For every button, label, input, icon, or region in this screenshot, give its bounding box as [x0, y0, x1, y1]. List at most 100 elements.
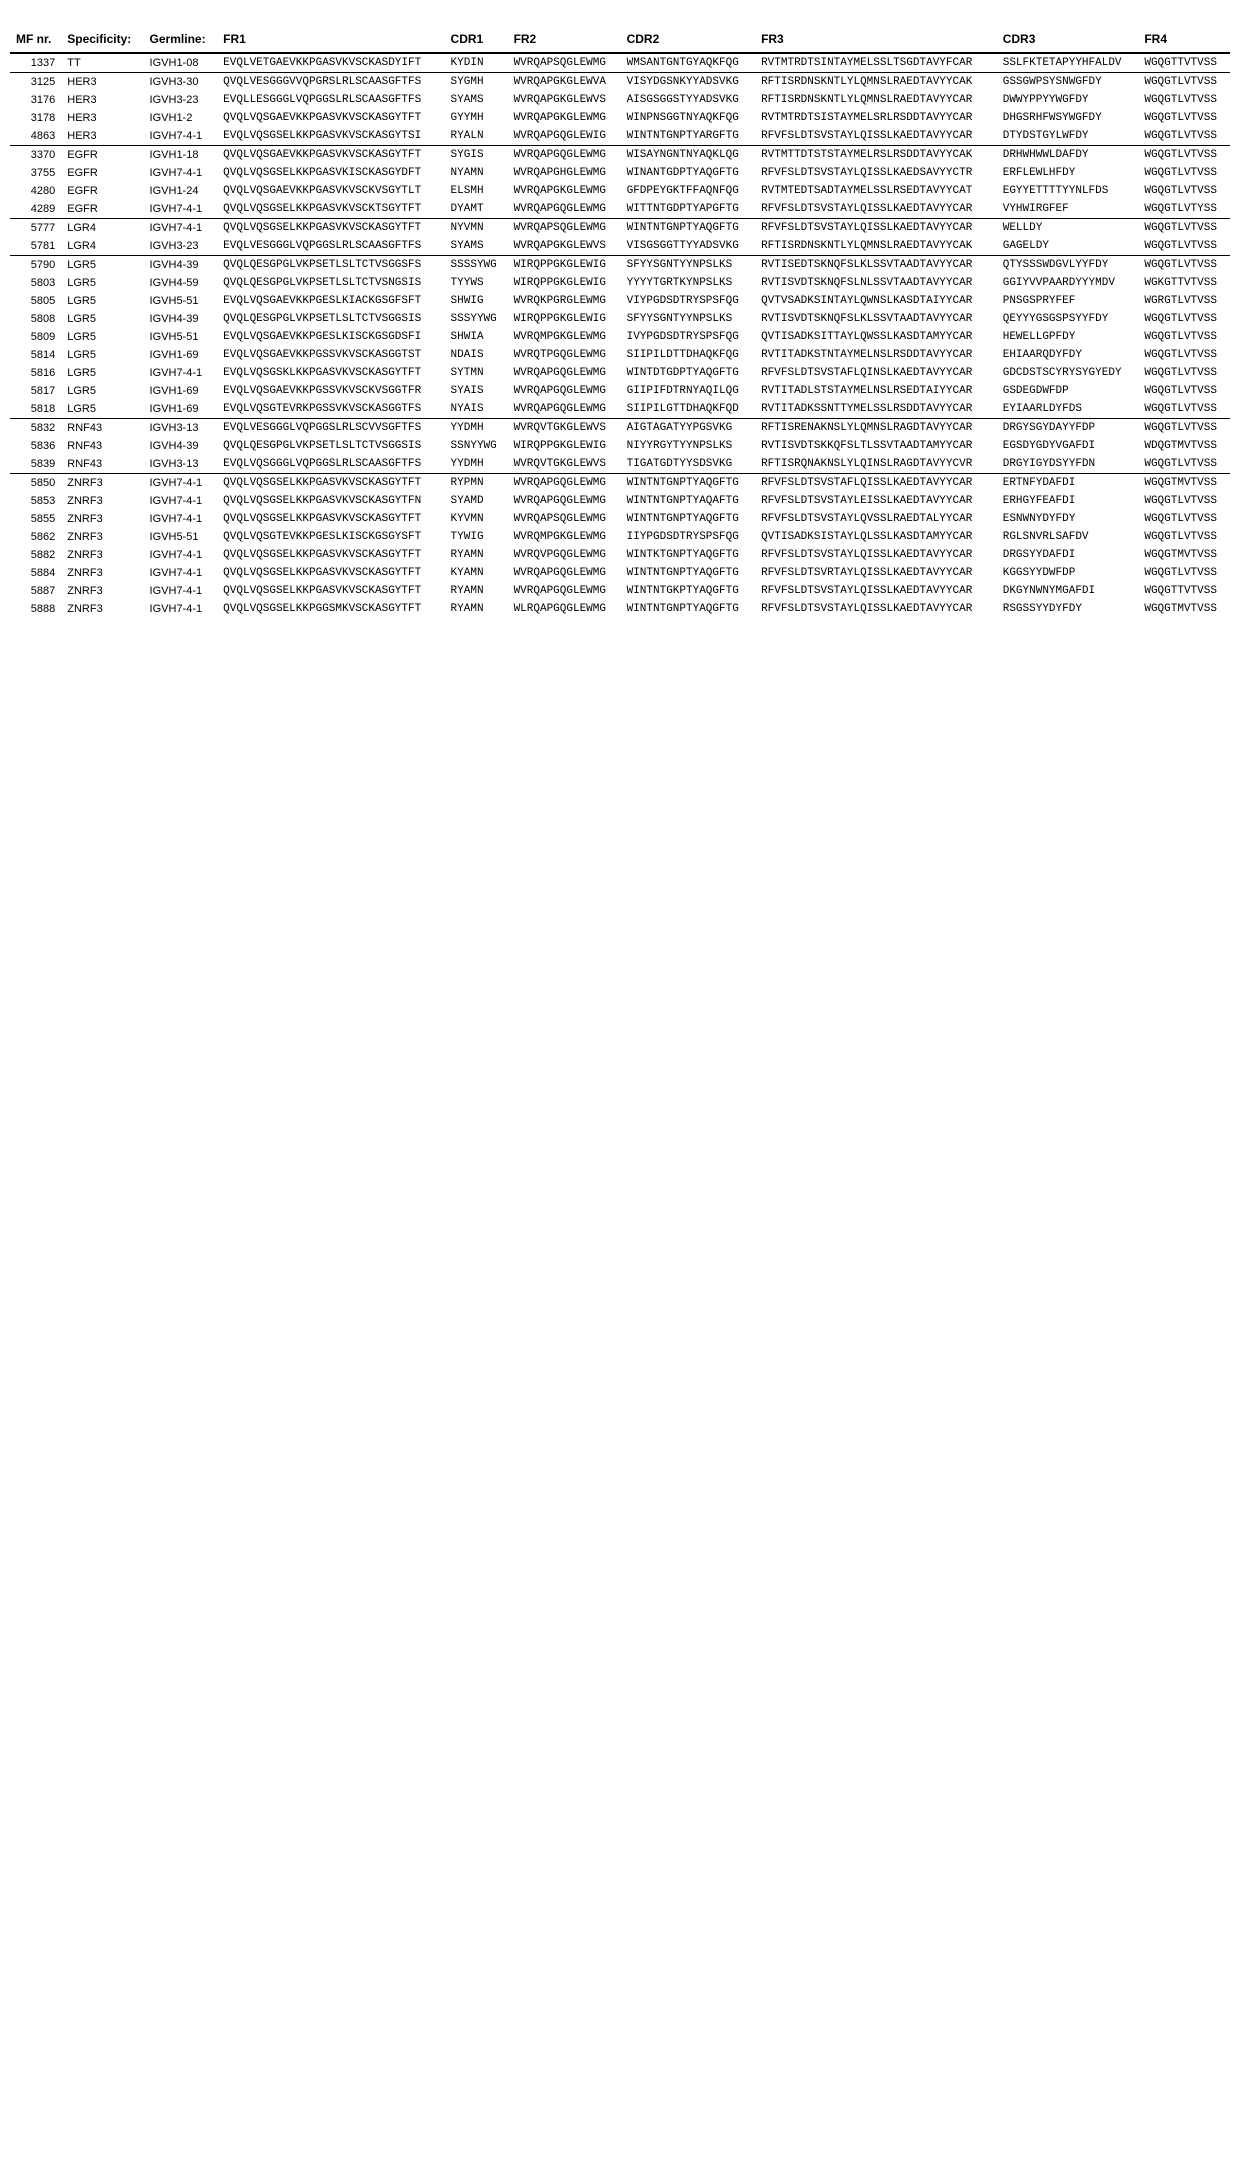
cell-cdr1: SYTMN: [445, 364, 508, 382]
table-row: 5887ZNRF3IGVH7-4-1QVQLVQSGSELKKPGASVKVSC…: [10, 582, 1230, 600]
cell-fr4: WGQGTLVTVSS: [1138, 564, 1230, 582]
cell-fr3: RVTITADKSSNTTYMELSSLRSDDTAVYYCAR: [755, 400, 997, 419]
cell-cdr1: KYDIN: [445, 53, 508, 73]
table-row: 5805LGR5IGVH5-51EVQLVQSGAEVKKPGESLKIACKG…: [10, 292, 1230, 310]
cell-spec: RNF43: [61, 437, 143, 455]
cell-fr3: RVTITADKSTNTAYMELNSLRSDDTAVYYCAR: [755, 346, 997, 364]
cell-germ: IGVH7-4-1: [144, 510, 218, 528]
cell-fr1: EVQLVQSGAEVKKPGESLKIACKGSGFSFT: [217, 292, 444, 310]
table-row: 5839RNF43IGVH3-13EVQLVQSGGGLVQPGGSLRLSCA…: [10, 455, 1230, 474]
cell-spec: LGR5: [61, 400, 143, 419]
cell-fr1: QVQLVQSGSELKKPGGSMKVSCKASGYTFT: [217, 600, 444, 618]
cell-fr2: WVRQAPGKGLEWMG: [508, 182, 621, 200]
cell-cdr3: EHIAARQDYFDY: [997, 346, 1139, 364]
cell-fr1: EVQLVQSGSKLKKPGASVKVSCKASGYTFT: [217, 364, 444, 382]
cell-fr3: RFVFSLDTSVSTAFLQINSLKAEDTAVYYCAR: [755, 364, 997, 382]
cell-germ: IGVH1-2: [144, 109, 218, 127]
cell-fr2: WVRQAPGKGLEWMG: [508, 109, 621, 127]
cell-cdr1: YYDMH: [445, 419, 508, 438]
cell-fr2: WVRQAPGQGLEWMG: [508, 364, 621, 382]
cell-cdr3: RSGSSYYDYFDY: [997, 600, 1139, 618]
cell-fr4: WGQGTLVTVSS: [1138, 528, 1230, 546]
cell-cdr2: WINTNTGNPTYAQGFTG: [621, 564, 755, 582]
table-body: 1337TTIGVH1-08EVQLVETGAEVKKPGASVKVSCKASD…: [10, 53, 1230, 618]
cell-cdr1: NYAMN: [445, 164, 508, 182]
cell-cdr2: SIIPILDTTDHAQKFQG: [621, 346, 755, 364]
cell-spec: ZNRF3: [61, 564, 143, 582]
cell-fr1: QVQLVESGGGVVQPGRSLRLSCAASGFTFS: [217, 73, 444, 92]
cell-fr1: QVQLVQSGSELKKPGASVKVSCKASGYTFT: [217, 582, 444, 600]
cell-germ: IGVH5-51: [144, 328, 218, 346]
cell-fr1: EVQLLESGGGLVQPGGSLRLSCAASGFTFS: [217, 91, 444, 109]
cell-mf: 5882: [10, 546, 61, 564]
cell-cdr2: SIIPILGTTDHAQKFQD: [621, 400, 755, 419]
cell-fr3: RFVFSLDTSVSTAYLQISSLKAEDTAVYYCAR: [755, 546, 997, 564]
cell-spec: ZNRF3: [61, 600, 143, 618]
cell-spec: HER3: [61, 73, 143, 92]
cell-fr1: QVQLVQSGSELKKPGASVKVSCKASGYTFT: [217, 510, 444, 528]
cell-germ: IGVH7-4-1: [144, 546, 218, 564]
cell-cdr2: IIYPGDSDTRYSPSFQG: [621, 528, 755, 546]
cell-fr2: WVRQVPGQGLEWMG: [508, 546, 621, 564]
cell-cdr2: YYYYTGRTKYNPSLKS: [621, 274, 755, 292]
cell-cdr1: SSSYYWG: [445, 310, 508, 328]
cell-cdr1: RYAMN: [445, 582, 508, 600]
cell-fr2: WVRQAPGQGLEWMG: [508, 564, 621, 582]
cell-spec: LGR5: [61, 364, 143, 382]
cell-cdr1: RYPMN: [445, 474, 508, 493]
cell-germ: IGVH7-4-1: [144, 219, 218, 238]
cell-mf: 4863: [10, 127, 61, 146]
cell-fr2: WVRQAPGQGLEWMG: [508, 474, 621, 493]
table-row: 5862ZNRF3IGVH5-51QVQLVQSGTEVKKPGESLKISCK…: [10, 528, 1230, 546]
cell-cdr2: WINTNTGNPTYAQGFTG: [621, 474, 755, 493]
cell-fr1: QVQLQESGPGLVKPSETLSLTCTVSGGSIS: [217, 437, 444, 455]
cell-cdr2: GIIPIFDTRNYAQILQG: [621, 382, 755, 400]
cell-cdr3: EYIAARLDYFDS: [997, 400, 1139, 419]
table-row: 5816LGR5IGVH7-4-1EVQLVQSGSKLKKPGASVKVSCK…: [10, 364, 1230, 382]
table-row: 3370EGFRIGVH1-18QVQLVQSGAEVKKPGASVKVSCKA…: [10, 146, 1230, 165]
cell-fr1: QVQLVQSGTEVKKPGESLKISCKGSGYSFT: [217, 528, 444, 546]
cell-fr2: WIRQPPGKGLEWIG: [508, 274, 621, 292]
cell-fr4: WGQGTLVTVSS: [1138, 455, 1230, 474]
cell-fr3: RFTISRQNAKNSLYLQINSLRAGDTAVYYCVR: [755, 455, 997, 474]
cell-spec: EGFR: [61, 164, 143, 182]
cell-fr4: WGQGTMVTVSS: [1138, 474, 1230, 493]
cell-cdr1: NDAIS: [445, 346, 508, 364]
table-row: 5777LGR4IGVH7-4-1QVQLVQSGSELKKPGASVKVSCK…: [10, 219, 1230, 238]
cell-mf: 5884: [10, 564, 61, 582]
cell-mf: 5814: [10, 346, 61, 364]
cell-cdr1: NYVMN: [445, 219, 508, 238]
cell-spec: LGR4: [61, 237, 143, 256]
cell-fr1: QVQLVQSGAEVKKPGASVKVSCKASGYTFT: [217, 146, 444, 165]
cell-fr2: WVRQAPGQGLEWIG: [508, 127, 621, 146]
cell-fr2: WVRQAPSQGLEWMG: [508, 510, 621, 528]
cell-mf: 4280: [10, 182, 61, 200]
cell-fr2: WVRQAPGHGLEWMG: [508, 164, 621, 182]
cell-cdr2: WINTDTGDPTYAQGFTG: [621, 364, 755, 382]
cell-fr4: WGQGTTVTVSS: [1138, 53, 1230, 73]
cell-fr4: WDQGTMVTVSS: [1138, 437, 1230, 455]
cell-germ: IGVH1-69: [144, 346, 218, 364]
table-row: 5790LGR5IGVH4-39QVQLQESGPGLVKPSETLSLTCTV…: [10, 256, 1230, 275]
cell-cdr2: WISAYNGNTNYAQKLQG: [621, 146, 755, 165]
cell-fr3: RFTISRENAKNSLYLQMNSLRAGDTAVYYCAR: [755, 419, 997, 438]
cell-cdr2: WINTKTGNPTYAQGFTG: [621, 546, 755, 564]
table-row: 5836RNF43IGVH4-39QVQLQESGPGLVKPSETLSLTCT…: [10, 437, 1230, 455]
cell-cdr2: WINANTGDPTYAQGFTG: [621, 164, 755, 182]
cell-fr2: WVRQAPSQGLEWMG: [508, 53, 621, 73]
cell-fr4: WGQGTLVTVSS: [1138, 109, 1230, 127]
cell-cdr1: NYAIS: [445, 400, 508, 419]
cell-fr3: RVTMTTDTSTSTAYMELRSLRSDDTAVYYCAK: [755, 146, 997, 165]
cell-fr4: WGQGTLVTVSS: [1138, 328, 1230, 346]
cell-spec: LGR4: [61, 219, 143, 238]
cell-cdr2: VIYPGDSDTRYSPSFQG: [621, 292, 755, 310]
cell-fr3: RVTMTRDTSINTAYMELSSLTSGDTAVYFCAR: [755, 53, 997, 73]
table-row: 4280EGFRIGVH1-24QVQLVQSGAEVKKPGASVKVSCKV…: [10, 182, 1230, 200]
cell-fr1: QVQLVQSGSELKKPGASVKISCKASGYDFT: [217, 164, 444, 182]
cell-mf: 5862: [10, 528, 61, 546]
cell-fr1: QVQLVQSGSELKKPGASVKVSCKASGYTFN: [217, 492, 444, 510]
cell-fr3: RFVFSLDTSVSTAYLQISSLKAEDTAVYYCAR: [755, 127, 997, 146]
table-row: 5809LGR5IGVH5-51EVQLVQSGAEVKKPGESLKISCKG…: [10, 328, 1230, 346]
table-row: 3176HER3IGVH3-23EVQLLESGGGLVQPGGSLRLSCAA…: [10, 91, 1230, 109]
cell-fr3: RFVFSLDTSVSTAYLQISSLKAEDTAVYYCAR: [755, 200, 997, 219]
